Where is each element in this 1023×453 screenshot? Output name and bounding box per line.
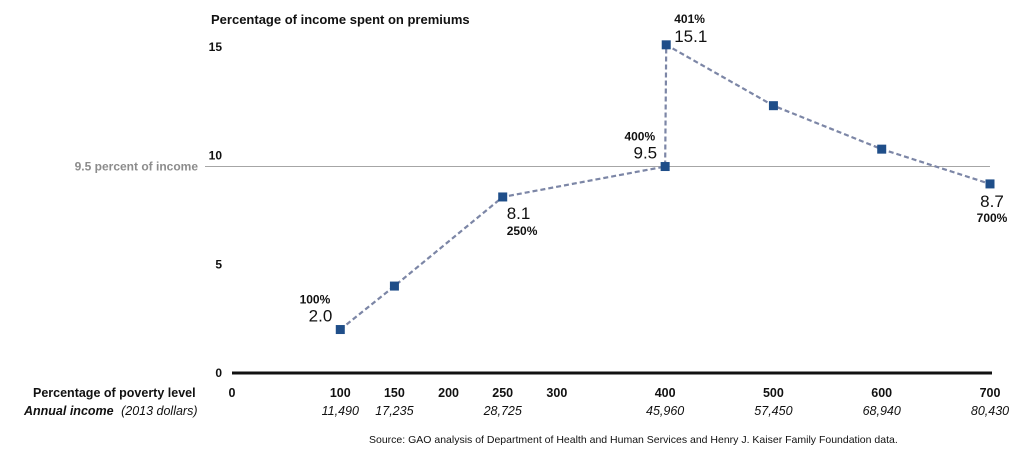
data-point-marker [877,144,887,154]
data-label-percent: 400% [624,130,655,144]
y-axis-ticks: 0 5 10 15 [209,40,223,380]
x-tick-label: 250 [492,386,513,400]
x-axis-label: Percentage of poverty level [33,386,196,400]
x-tick-label: 500 [763,386,784,400]
reference-line-label: 9.5 percent of income [75,160,199,174]
data-point-marker [660,162,670,172]
income-tick-label: 57,450 [754,404,792,418]
data-label-value: 8.7 [980,192,1004,211]
x-axis-ticks: 0 100 150 200 250 300 400 500 600 700 [229,386,1001,400]
data-label-value: 15.1 [674,27,707,46]
income-row-label-main: Annual income [23,404,114,418]
data-point-marker [498,192,508,202]
x-tick-label: 400 [655,386,676,400]
y-tick-label: 10 [209,149,223,163]
x-tick-label: 200 [438,386,459,400]
data-point-marker [985,179,995,189]
income-tick-labels: 11,490 17,235 28,725 45,960 57,450 68,940 80,4… [322,404,1010,418]
data-point-marker [389,281,399,291]
income-tick-label: 80,430 [971,404,1009,418]
income-row-label: Annual income (2013 dollars) [23,404,198,418]
data-label-percent: 100% [300,293,331,307]
data-label-percent: 700% [977,211,1008,225]
y-tick-label: 5 [215,257,222,271]
x-tick-label: 300 [546,386,567,400]
chart-title: Percentage of income spent on premiums [211,12,470,27]
data-point-marker [335,325,345,335]
series-line [339,42,991,331]
data-label-value: 8.1 [507,204,531,223]
data-label-value: 9.5 [634,144,658,163]
income-row-label-suffix: (2013 dollars) [121,404,197,418]
x-tick-label: 700 [980,386,1001,400]
data-label-percent: 401% [674,12,705,26]
income-tick-label: 17,235 [375,404,413,418]
data-point-marker [661,40,671,50]
series-markers [335,40,995,335]
x-tick-label: 600 [871,386,892,400]
y-tick-label: 0 [215,366,222,380]
source-note: Source: GAO analysis of Department of He… [369,434,898,446]
x-tick-label: 100 [330,386,351,400]
data-point-marker [768,101,778,111]
income-tick-label: 28,725 [483,404,522,418]
data-label-value: 2.0 [309,307,333,326]
y-tick-label: 15 [209,40,223,54]
income-tick-label: 45,960 [646,404,684,418]
x-tick-label: 150 [384,386,405,400]
x-tick-label: 0 [229,386,236,400]
income-tick-label: 11,490 [322,404,359,418]
income-tick-label: 68,940 [863,404,901,418]
data-label-percent: 250% [507,224,538,238]
